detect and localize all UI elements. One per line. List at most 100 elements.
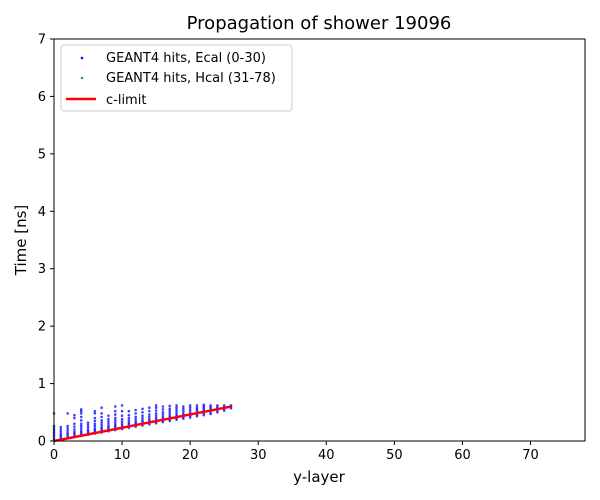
data-point <box>107 417 110 421</box>
data-point <box>73 416 76 420</box>
data-point <box>79 424 83 428</box>
data-point <box>168 409 172 413</box>
data-point <box>154 412 158 415</box>
data-point <box>141 416 144 420</box>
y-tick-label: 1 <box>38 377 46 392</box>
x-tick-label: 30 <box>250 448 267 463</box>
x-tick-label: 10 <box>114 448 131 463</box>
plot-frame <box>53 38 586 442</box>
data-point <box>120 409 124 413</box>
data-point <box>100 421 103 424</box>
data-point <box>216 404 219 407</box>
data-point <box>148 413 151 416</box>
data-point <box>107 420 110 423</box>
data-point <box>100 423 103 427</box>
chart-title: Propagation of shower 19096 <box>187 13 452 34</box>
data-point <box>161 408 165 411</box>
data-point <box>148 406 151 409</box>
data-point <box>79 419 83 422</box>
data-point <box>161 415 165 419</box>
data-point <box>182 405 185 408</box>
data-point <box>154 406 158 409</box>
data-point <box>113 419 117 422</box>
data-point <box>66 427 69 430</box>
data-point <box>113 421 117 424</box>
data-point <box>168 412 172 415</box>
data-point <box>86 428 90 431</box>
data-point <box>168 407 172 411</box>
data-point <box>120 417 124 421</box>
data-point <box>161 413 165 416</box>
data-point <box>141 414 144 418</box>
legend-marker-hcal <box>80 76 84 80</box>
y-axis-label: Time [ns] <box>12 205 30 277</box>
data-point <box>182 407 185 411</box>
data-point <box>134 412 137 415</box>
y-tick-label: 7 <box>38 33 46 48</box>
legend-marker-ecal <box>80 56 84 60</box>
data-point <box>113 416 117 420</box>
data-point <box>209 404 212 407</box>
data-point <box>107 422 110 426</box>
data-point <box>100 419 103 422</box>
y-tick-label: 5 <box>38 147 46 162</box>
data-point <box>120 404 124 407</box>
plot-area <box>52 403 233 443</box>
data-point <box>161 410 165 414</box>
x-tick-label: 60 <box>454 448 471 463</box>
data-point <box>175 410 178 414</box>
data-point <box>59 432 63 436</box>
data-point <box>113 405 117 408</box>
data-point <box>175 406 178 409</box>
data-point <box>202 403 206 407</box>
data-point <box>79 427 83 430</box>
data-point <box>148 415 151 419</box>
x-tick-label: 40 <box>318 448 335 463</box>
data-point <box>93 427 97 430</box>
data-point <box>66 412 69 415</box>
data-point <box>59 430 63 434</box>
data-point <box>100 412 103 415</box>
data-point <box>175 404 178 407</box>
data-point <box>188 404 192 407</box>
legend-label-hcal: GEANT4 hits, Hcal (31-78) <box>106 71 276 86</box>
data-point <box>86 423 90 427</box>
data-point <box>141 407 144 411</box>
x-tick-label: 20 <box>182 448 199 463</box>
data-point <box>73 413 76 417</box>
data-point <box>120 420 124 423</box>
data-point <box>107 414 110 418</box>
data-point <box>127 416 131 420</box>
data-point <box>154 414 158 418</box>
data-point <box>79 429 83 432</box>
data-point <box>66 431 69 435</box>
legend-label-ecal: GEANT4 hits, Ecal (0-30) <box>106 51 266 66</box>
data-point <box>127 421 131 424</box>
data-point <box>93 424 97 428</box>
data-point <box>154 409 158 412</box>
data-point <box>168 414 172 418</box>
data-point <box>66 429 69 432</box>
data-point <box>79 422 83 426</box>
data-point <box>79 415 83 419</box>
data-point <box>182 412 185 415</box>
data-point <box>120 414 124 418</box>
y-tick-label: 3 <box>38 262 46 277</box>
data-point <box>154 404 158 407</box>
x-tick-label: 50 <box>386 448 403 463</box>
data-point <box>154 416 158 420</box>
data-point <box>134 417 137 421</box>
legend-box <box>60 44 293 112</box>
data-point <box>161 405 165 408</box>
data-point <box>182 409 185 413</box>
data-point <box>73 430 76 434</box>
c-limit-line <box>53 405 232 443</box>
data-point <box>127 409 131 413</box>
data-point <box>127 413 131 417</box>
data-point <box>93 419 97 423</box>
data-point <box>148 417 151 421</box>
data-point <box>148 409 151 413</box>
data-point <box>188 410 192 414</box>
